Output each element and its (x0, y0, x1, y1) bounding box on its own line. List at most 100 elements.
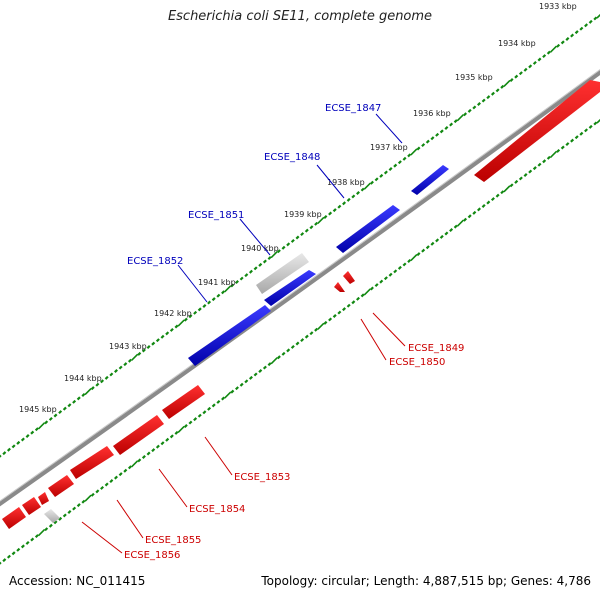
kbp-label: 1941 kbp (198, 278, 236, 287)
tick-mark (53, 520, 58, 525)
tick-mark (104, 375, 109, 380)
leader-ecse-1856 (81, 521, 123, 554)
tick-mark (309, 225, 314, 230)
tick-mark (300, 338, 305, 343)
gene-labels: ECSE_1847 ECSE_1848 ECSE_1851 ECSE_1852 … (124, 103, 464, 561)
tick-mark (523, 67, 528, 72)
tick-mark (216, 399, 221, 404)
tick-mark (137, 351, 142, 356)
gene-ecse-1850[interactable] (334, 282, 345, 292)
tick-mark (518, 71, 523, 76)
tick-mark (495, 88, 500, 93)
tick-mark (16, 440, 21, 445)
tick-mark (109, 479, 114, 484)
tick-mark (383, 276, 388, 281)
gene-small-reverse-3[interactable] (2, 507, 26, 529)
tick-mark (596, 13, 600, 19)
label-ecse-1850[interactable]: ECSE_1850 (389, 357, 445, 368)
tick-mark (84, 387, 92, 396)
pseudo-gene-2[interactable] (44, 509, 60, 523)
tick-mark (202, 410, 207, 415)
tick-mark (309, 331, 314, 336)
tick-mark (374, 283, 379, 288)
tick-mark (262, 259, 267, 264)
tick-mark (584, 128, 589, 133)
tick-mark (11, 444, 16, 449)
tick-mark (537, 57, 542, 62)
tick-mark (463, 112, 468, 117)
tick-mark (177, 425, 185, 434)
label-ecse-1849[interactable]: ECSE_1849 (408, 343, 464, 354)
gene-ecse-1855[interactable] (70, 446, 114, 479)
label-ecse-1851[interactable]: ECSE_1851 (188, 210, 244, 221)
label-ecse-1855[interactable]: ECSE_1855 (145, 535, 201, 546)
gene-ecse-1854[interactable] (113, 415, 164, 455)
tick-mark (276, 249, 281, 254)
tick-mark (2, 451, 7, 456)
tick-mark (160, 334, 165, 339)
tick-mark (379, 279, 384, 284)
gene-leader-lines (81, 113, 406, 554)
tick-mark (118, 472, 123, 477)
gene-ecse-1851[interactable] (264, 270, 316, 306)
gene-ecse-1848[interactable] (336, 205, 400, 253)
gene-ecse-1849[interactable] (343, 271, 355, 284)
gene-small-reverse-2[interactable] (22, 497, 41, 515)
label-ecse-1848[interactable]: ECSE_1848 (264, 152, 320, 163)
label-ecse-1852[interactable]: ECSE_1852 (127, 256, 183, 267)
gene-ecse-1853[interactable] (162, 385, 205, 419)
pseudo-gene-1[interactable] (256, 253, 309, 294)
accession-text: Accession: NC_011415 (9, 574, 146, 588)
tick-mark (584, 23, 589, 28)
tick-mark (351, 194, 356, 199)
tick-mark (328, 317, 333, 322)
tick-mark (224, 391, 232, 399)
tick-mark (435, 238, 440, 243)
gene-ecse-1856[interactable] (48, 475, 74, 497)
tick-mark (304, 228, 309, 233)
tick-mark (593, 16, 598, 21)
forward-genes (188, 165, 449, 366)
tick-mark (253, 266, 258, 271)
kbp-label: 1943 kbp (109, 342, 147, 351)
tick-mark (44, 527, 49, 532)
tick-mark (549, 45, 558, 53)
tick-mark (267, 362, 272, 367)
gene-ecse-1847[interactable] (411, 165, 449, 195)
tick-mark (565, 36, 570, 41)
lower-tick-track (0, 118, 600, 565)
tick-mark (6, 447, 11, 452)
tick-mark (397, 265, 402, 270)
tick-mark (523, 173, 528, 177)
tick-mark (235, 280, 239, 284)
tick-mark (546, 155, 551, 160)
gene-ecse-1852[interactable] (188, 305, 271, 366)
tick-mark (67, 403, 72, 408)
tick-mark (11, 551, 16, 556)
tick-mark (37, 422, 46, 430)
label-ecse-1854[interactable]: ECSE_1854 (189, 504, 245, 515)
label-ecse-1847[interactable]: ECSE_1847 (325, 103, 381, 114)
tick-mark (416, 252, 421, 257)
tick-mark (160, 441, 165, 446)
tick-mark (477, 207, 481, 212)
tick-mark (62, 513, 67, 518)
tick-mark (248, 375, 253, 380)
tick-mark (34, 534, 39, 539)
gene-large-reverse[interactable] (474, 80, 600, 182)
tick-mark (346, 197, 351, 202)
tick-mark (579, 131, 584, 136)
tick-mark (570, 138, 575, 143)
genome-backbone-highlight (0, 69, 600, 502)
tick-mark (369, 286, 374, 291)
label-ecse-1856[interactable]: ECSE_1856 (124, 550, 180, 561)
gene-small-reverse-1[interactable] (38, 492, 49, 505)
tick-mark (100, 379, 105, 384)
tick-mark (549, 150, 558, 158)
label-ecse-1853[interactable]: ECSE_1853 (234, 472, 290, 483)
tick-mark (509, 183, 514, 188)
tick-mark (211, 297, 216, 302)
tick-mark (514, 179, 519, 184)
tick-mark (67, 510, 72, 514)
tick-mark (503, 79, 511, 88)
